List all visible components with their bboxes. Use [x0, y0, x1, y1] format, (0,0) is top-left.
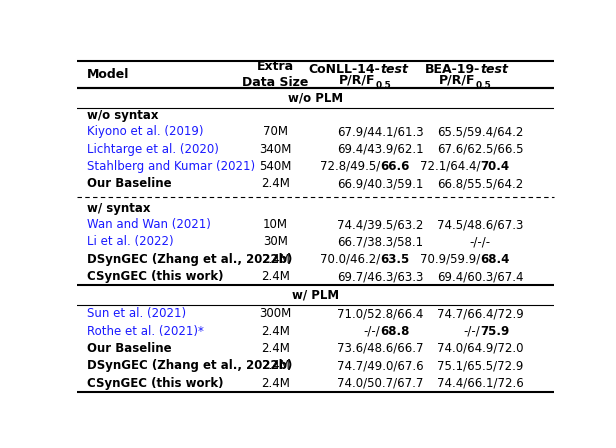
Text: 74.7/49.0/67.6: 74.7/49.0/67.6 [337, 359, 423, 372]
Text: 2.4M: 2.4M [261, 342, 290, 355]
Text: test: test [380, 63, 408, 76]
Text: 66.8/55.5/64.2: 66.8/55.5/64.2 [437, 177, 524, 190]
Text: 70.9/59.9/: 70.9/59.9/ [420, 253, 480, 266]
Text: 340M: 340M [259, 142, 291, 155]
Text: 63.5: 63.5 [380, 253, 410, 266]
Text: Our Baseline: Our Baseline [86, 177, 171, 190]
Text: 2.4M: 2.4M [261, 377, 290, 390]
Text: w/o PLM: w/o PLM [288, 92, 343, 105]
Text: test: test [480, 63, 508, 76]
Text: Our Baseline: Our Baseline [86, 342, 171, 355]
Text: 69.7/46.3/63.3: 69.7/46.3/63.3 [337, 270, 423, 283]
Text: Model: Model [86, 68, 129, 81]
Text: 69.4/60.3/67.4: 69.4/60.3/67.4 [437, 270, 524, 283]
Text: w/ PLM: w/ PLM [292, 289, 339, 302]
Text: 73.6/48.6/66.7: 73.6/48.6/66.7 [337, 342, 423, 355]
Text: 72.1/64.4/: 72.1/64.4/ [420, 160, 480, 173]
Text: Wan and Wan (2021): Wan and Wan (2021) [86, 218, 211, 231]
Text: 74.7/66.4/72.9: 74.7/66.4/72.9 [437, 307, 524, 320]
Text: CSynGEC (this work): CSynGEC (this work) [86, 270, 223, 283]
Text: Rothe et al. (2021)*: Rothe et al. (2021)* [86, 325, 203, 338]
Text: Li et al. (2022): Li et al. (2022) [86, 235, 173, 248]
Text: Kiyono et al. (2019): Kiyono et al. (2019) [86, 125, 203, 138]
Text: 69.4/43.9/62.1: 69.4/43.9/62.1 [337, 142, 423, 155]
Text: 0.5: 0.5 [476, 81, 492, 90]
Text: 70M: 70M [262, 125, 288, 138]
Text: 540M: 540M [259, 160, 291, 173]
Text: 74.4/66.1/72.6: 74.4/66.1/72.6 [437, 377, 524, 390]
Text: -/-/-: -/-/- [470, 235, 491, 248]
Text: CoNLL-14-: CoNLL-14- [309, 63, 380, 76]
Text: 10M: 10M [262, 218, 288, 231]
Text: Sun et al. (2021): Sun et al. (2021) [86, 307, 185, 320]
Text: 70.4: 70.4 [480, 160, 509, 173]
Text: 2.4M: 2.4M [261, 325, 290, 338]
Text: Lichtarge et al. (2020): Lichtarge et al. (2020) [86, 142, 219, 155]
Text: P/R/F: P/R/F [339, 73, 375, 86]
Text: 65.5/59.4/64.2: 65.5/59.4/64.2 [437, 125, 524, 138]
Text: DSynGEC (Zhang et al., 2022b): DSynGEC (Zhang et al., 2022b) [86, 359, 292, 372]
Text: 68.8: 68.8 [380, 325, 410, 338]
Text: 2.4M: 2.4M [261, 253, 290, 266]
Text: 74.0/64.9/72.0: 74.0/64.9/72.0 [437, 342, 524, 355]
Text: 2.4M: 2.4M [261, 359, 290, 372]
Text: 67.6/62.5/66.5: 67.6/62.5/66.5 [437, 142, 524, 155]
Text: 66.7/38.3/58.1: 66.7/38.3/58.1 [337, 235, 423, 248]
Text: 75.1/65.5/72.9: 75.1/65.5/72.9 [437, 359, 524, 372]
Text: 75.9: 75.9 [480, 325, 509, 338]
Text: 2.4M: 2.4M [261, 177, 290, 190]
Text: 30M: 30M [262, 235, 288, 248]
Text: 67.9/44.1/61.3: 67.9/44.1/61.3 [337, 125, 423, 138]
Text: 70.0/46.2/: 70.0/46.2/ [320, 253, 380, 266]
Text: 66.6: 66.6 [380, 160, 410, 173]
Text: 74.5/48.6/67.3: 74.5/48.6/67.3 [437, 218, 524, 231]
Text: 68.4: 68.4 [480, 253, 510, 266]
Text: -/-/: -/-/ [464, 325, 480, 338]
Text: -/-/: -/-/ [363, 325, 380, 338]
Text: P/R/F: P/R/F [439, 73, 476, 86]
Text: 74.0/50.7/67.7: 74.0/50.7/67.7 [337, 377, 423, 390]
Text: 72.8/49.5/: 72.8/49.5/ [320, 160, 380, 173]
Text: w/ syntax: w/ syntax [86, 202, 150, 215]
Text: DSynGEC (Zhang et al., 2022b): DSynGEC (Zhang et al., 2022b) [86, 253, 292, 266]
Text: CSynGEC (this work): CSynGEC (this work) [86, 377, 223, 390]
Text: w/o syntax: w/o syntax [86, 109, 158, 122]
Text: 66.9/40.3/59.1: 66.9/40.3/59.1 [337, 177, 423, 190]
Text: 71.0/52.8/66.4: 71.0/52.8/66.4 [337, 307, 423, 320]
Text: Stahlberg and Kumar (2021): Stahlberg and Kumar (2021) [86, 160, 254, 173]
Text: 74.4/39.5/63.2: 74.4/39.5/63.2 [337, 218, 423, 231]
Text: 300M: 300M [259, 307, 291, 320]
Text: BEA-19-: BEA-19- [425, 63, 480, 76]
Text: 2.4M: 2.4M [261, 270, 290, 283]
Text: Extra
Data Size: Extra Data Size [242, 60, 309, 89]
Text: 0.5: 0.5 [375, 81, 391, 90]
